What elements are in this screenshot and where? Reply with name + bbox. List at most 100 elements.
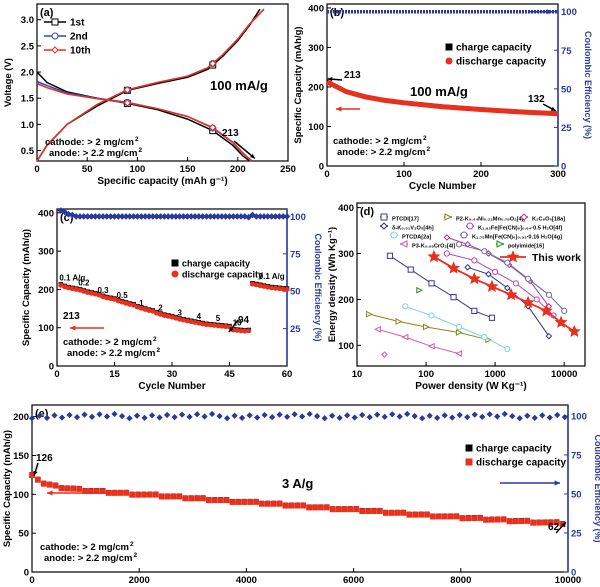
y-tick-label: 400 — [38, 208, 54, 219]
x-tick-label: 15 — [109, 369, 120, 380]
anode-loading-exponent: 2 — [133, 552, 137, 559]
discharge-point — [250, 281, 255, 287]
legend-marker — [171, 259, 179, 267]
rate-label: 3 — [177, 308, 182, 317]
energy-power-curve — [446, 253, 554, 316]
discharge-point — [477, 515, 483, 521]
efficiency-point — [261, 411, 268, 419]
efficiency-point — [58, 414, 66, 421]
efficiency-point — [449, 414, 456, 421]
discharge-point — [500, 516, 507, 523]
efficiency-point — [501, 410, 508, 418]
efficiency-point — [88, 213, 95, 220]
anode-loading-exponent: 2 — [138, 147, 142, 154]
efficiency-point — [88, 413, 96, 420]
discharge-point — [284, 286, 290, 292]
x-tick-label: 1000 — [485, 369, 506, 380]
legend-label: K₂C₆O₆[18a] — [532, 217, 565, 223]
legend-marker — [380, 213, 388, 221]
x-tick-label: 0 — [324, 169, 329, 180]
discharge-point — [104, 295, 110, 301]
rate-label: 0.1 A/g — [59, 274, 85, 283]
discharge-point — [435, 513, 442, 520]
efficiency-point — [486, 411, 493, 418]
panel-e: 0200040006000800010000050100150200Cycle … — [2, 404, 600, 586]
capacity-axis-arrow-head — [70, 325, 76, 331]
energy-power-point — [422, 323, 430, 331]
panel-d: 10 100 1000 10000 100 200 300 400 Power density … — [327, 202, 586, 392]
efficiency-point — [239, 414, 246, 422]
energy-power-point — [395, 318, 403, 325]
y-tick-label: 100 — [13, 490, 29, 501]
legend-marker — [444, 213, 453, 221]
discharge-point — [459, 515, 466, 522]
efficiency-point — [404, 410, 411, 418]
end-value-arrow-head — [561, 522, 566, 528]
efficiency-point — [291, 411, 298, 418]
discharge-point — [184, 318, 190, 324]
efficiency-point — [374, 411, 381, 418]
efficiency-point — [184, 213, 191, 220]
discharge-point — [259, 500, 265, 507]
y-tick-label: 100 — [308, 122, 324, 133]
x-axis-label: Cycle Number — [409, 181, 476, 192]
x-tick-label: 30 — [167, 369, 178, 380]
energy-power-point — [485, 279, 499, 293]
legend-label: 10th — [70, 46, 91, 57]
energy-power-point — [521, 295, 535, 309]
discharge-point — [306, 504, 313, 511]
efficiency-point — [141, 414, 148, 422]
y2-axis-label: Coulombic Efficiency (%) — [593, 434, 600, 542]
discharge-point — [294, 502, 301, 509]
anode-loading-note: anode: > 2.2 mg/cm — [337, 147, 425, 158]
x-tick-label: 10000 — [551, 369, 577, 380]
discharge-point — [542, 519, 548, 526]
legend-label: 2nd — [70, 32, 88, 43]
x-tick-label: 200 — [473, 169, 489, 180]
y2-tick-label: 75 — [571, 450, 582, 461]
energy-power-point — [447, 261, 461, 274]
end-value-arrow-head — [229, 327, 234, 332]
legend-label: charge capacity — [182, 259, 250, 269]
efficiency-point — [118, 412, 126, 420]
discharge-point — [170, 493, 177, 500]
discharge-point — [553, 519, 560, 526]
discharge-point — [506, 518, 513, 525]
energy-power-point — [366, 310, 373, 318]
energy-power-point — [471, 307, 478, 315]
efficiency-point — [279, 213, 287, 220]
rate-label: 1 — [139, 299, 144, 308]
anode-loading-note: anode: > 2.2 mg/cm — [49, 148, 137, 159]
discharge-point — [465, 515, 472, 522]
efficiency-point — [51, 412, 58, 419]
y2-tick-label: 25 — [571, 528, 582, 539]
discharge-point — [276, 500, 283, 507]
energy-power-point — [455, 350, 463, 358]
efficiency-point — [509, 412, 516, 420]
rate-annotation: 3 A/g — [282, 476, 313, 491]
efficiency-point — [299, 413, 306, 420]
x-tick-label: 60 — [282, 369, 293, 380]
y-tick-label: 2.0 — [21, 68, 34, 79]
end-capacity-value: 62 — [548, 522, 560, 533]
efficiency-point — [359, 411, 366, 419]
efficiency-point — [96, 411, 103, 418]
y-tick-label: 3.0 — [21, 15, 34, 26]
y-tick-label: 0.5 — [21, 146, 35, 157]
efficiency-point — [223, 415, 231, 422]
legend-marker — [51, 18, 59, 26]
discharge-point — [211, 497, 218, 504]
discharge-point — [108, 296, 114, 302]
efficiency-point — [246, 412, 253, 419]
panel-a: 0 50 100 150 200 250 0.5 1.0 1.5 2.0 2.5 3.0 Specifi… — [3, 3, 296, 187]
discharge-point — [129, 491, 136, 498]
cathode-loading-exponent: 2 — [423, 135, 427, 142]
discharge-point — [58, 485, 65, 492]
energy-power-point — [533, 296, 540, 303]
efficiency-point — [419, 415, 426, 422]
y-tick-label: 200 — [13, 412, 29, 423]
discharge-point — [229, 499, 236, 505]
legend-label: P3-K₀.₆₉CrO₂[4l] — [412, 244, 455, 250]
y2-tick-label: 100 — [561, 7, 577, 18]
